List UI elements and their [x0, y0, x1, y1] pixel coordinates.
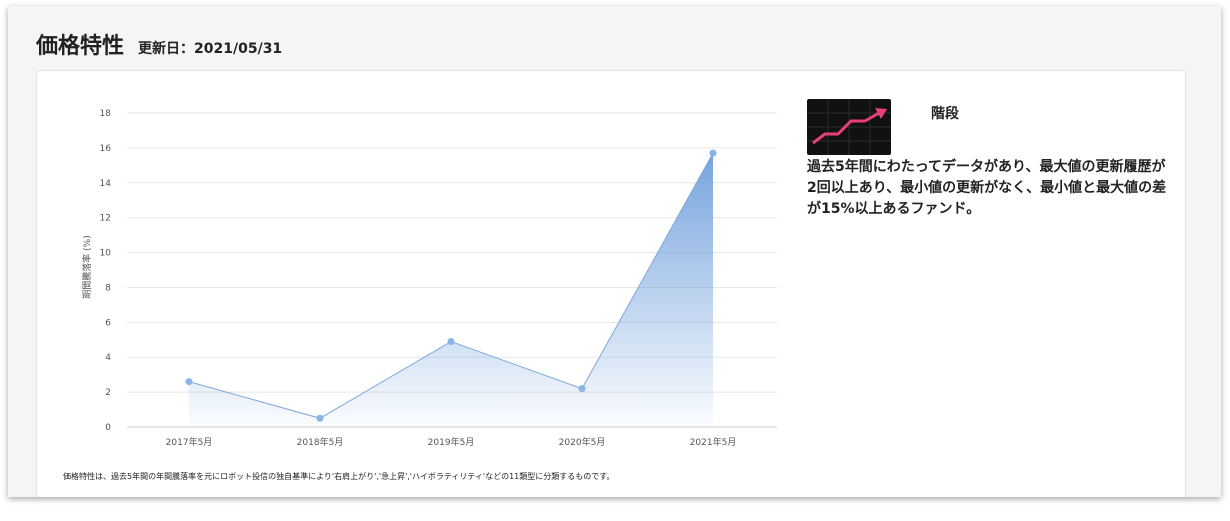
- data-point: [447, 338, 455, 346]
- price-characteristics-section: 価格特性 更新日：2021/05/31 0 2 4 6 8 10 12 14 16 18 2017…: [8, 6, 1221, 497]
- price-chart: 0 2 4 6 8 10 12 14 16 18 2017年5月 2018年5月 2019年5月 202…: [81, 109, 777, 448]
- y-tick-label: 0: [105, 423, 111, 433]
- y-tick-label: 10: [100, 249, 112, 259]
- data-point: [709, 149, 717, 157]
- y-tick-label: 6: [105, 318, 111, 328]
- point-layer: [185, 149, 717, 422]
- data-point: [185, 378, 193, 386]
- data-point: [316, 414, 324, 422]
- stair-step-chart-icon: [807, 99, 891, 155]
- y-tick-label: 18: [100, 109, 112, 119]
- area-layer: [189, 153, 713, 427]
- footnote: 価格特性は、過去5年間の年間騰落率を元にロボット投信の独自基準により'右肩上がり…: [63, 472, 615, 481]
- y-tick-label: 14: [100, 179, 112, 189]
- x-tick-label: 2021年5月: [690, 436, 737, 448]
- x-tick-label: 2020年5月: [559, 436, 606, 448]
- data-point: [578, 385, 586, 393]
- series-area: [189, 153, 713, 427]
- updated-date: 更新日：2021/05/31: [138, 41, 283, 57]
- type-description: 過去5年間にわたってデータがあり、最大値の更新履歴が2回以上あり、最小値の更新が…: [807, 159, 1167, 217]
- y-tick-label: 12: [100, 214, 111, 224]
- y-tick-layer: 0 2 4 6 8 10 12 14 16 18: [100, 109, 112, 433]
- grid-layer: [127, 112, 777, 428]
- x-tick-layer: 2017年5月 2018年5月 2019年5月 2020年5月 2021年5月: [166, 436, 737, 448]
- type-label: 階段: [931, 106, 959, 122]
- y-tick-label: 4: [105, 353, 111, 363]
- x-tick-label: 2018年5月: [297, 436, 344, 448]
- chart-card: 0 2 4 6 8 10 12 14 16 18 2017年5月 2018年5月 2019年5月 202…: [36, 70, 1186, 497]
- x-tick-label: 2019年5月: [428, 436, 475, 448]
- y-tick-label: 2: [105, 388, 111, 398]
- y-tick-label: 8: [105, 283, 111, 293]
- page-title: 価格特性: [36, 34, 125, 59]
- y-tick-label: 16: [100, 144, 112, 154]
- x-tick-label: 2017年5月: [166, 436, 213, 448]
- section-header: 価格特性 更新日：2021/05/31: [36, 28, 282, 60]
- y-axis-label: 期間騰落率 (%): [81, 235, 93, 298]
